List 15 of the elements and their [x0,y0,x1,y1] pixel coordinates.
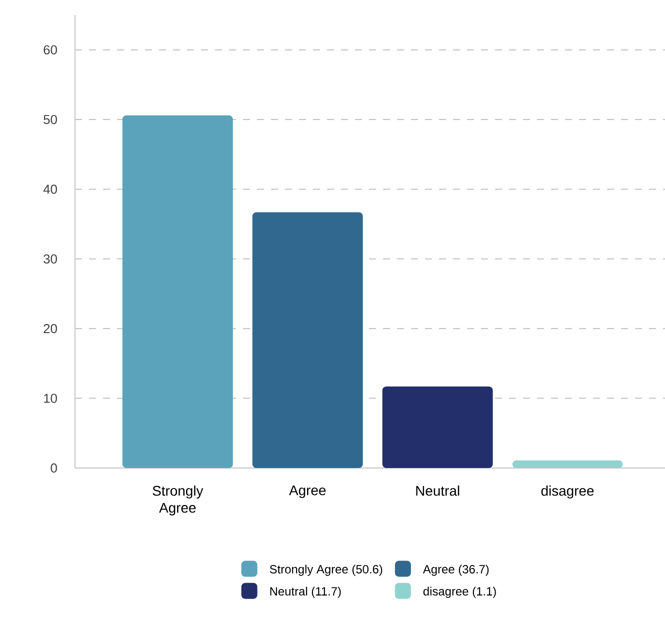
y-tick-label: 30 [44,254,57,264]
y-tick-label: 10 [44,394,57,403]
legend-label: Agree (36.7) [422,564,489,576]
y-tick-label: 40 [43,184,57,194]
legend-label: Strongly Agree (50.6) [270,564,382,576]
y-tick-label: 0 [50,463,57,473]
legend-label: Neutral (11.7) [270,586,341,598]
y-tick-label: 60 [44,45,57,54]
legend-label: disagree (1.1) [423,586,496,598]
x-tick-label: Agree [289,486,326,498]
y-tick-label: 20 [44,324,57,334]
x-tick-label: Strongly Agree [152,486,204,516]
y-tick-label: 50 [44,114,57,124]
x-tick-label: Neutral [416,486,460,496]
x-tick-label: disagree [541,486,594,499]
